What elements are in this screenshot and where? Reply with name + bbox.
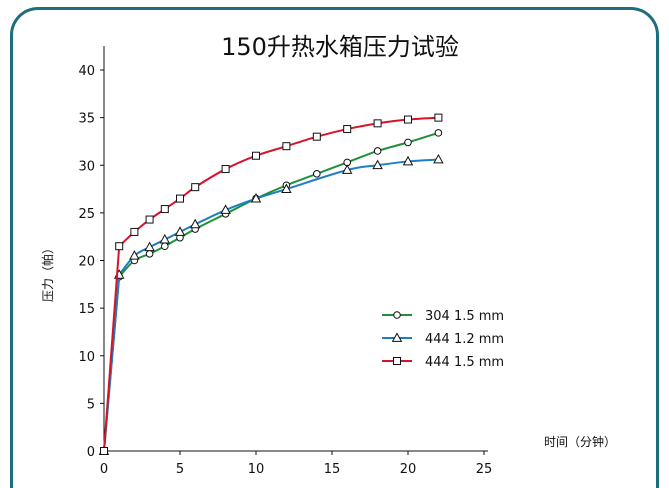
legend-label: 444 1.2 mm [425, 332, 504, 347]
legend-marker [393, 357, 401, 365]
data-point [433, 153, 444, 164]
data-point [160, 205, 169, 214]
x-tick-label: 20 [400, 462, 417, 477]
data-point [189, 218, 201, 229]
data-point [250, 192, 262, 203]
data-point [282, 142, 291, 151]
x-tick-label: 15 [324, 462, 341, 477]
series-line [103, 131, 439, 452]
y-tick-label: 0 [87, 445, 95, 460]
data-point [176, 194, 184, 203]
data-point [313, 170, 321, 178]
series-2 [98, 153, 444, 455]
x-tick-label: 25 [476, 462, 493, 477]
data-point [281, 183, 292, 193]
legend: 304 1.5 mm 444 1.2 mm 444 1.5 mm [382, 309, 504, 370]
data-point [100, 447, 108, 455]
series-line [103, 116, 439, 452]
x-tick-label: 0 [100, 462, 108, 477]
data-point [404, 115, 412, 124]
data-point [312, 132, 321, 141]
x-tick-label: 10 [248, 462, 265, 477]
y-tick-label: 10 [78, 350, 95, 365]
series-layer [98, 113, 444, 455]
chart-title: 150升热水箱压力试验 [221, 33, 459, 61]
data-point [115, 242, 124, 251]
y-tick-label: 5 [87, 397, 95, 412]
legend-item: 304 1.5 mm [382, 309, 504, 324]
legend-label: 304 1.5 mm [425, 309, 504, 324]
data-point [402, 155, 414, 166]
y-tick-label: 30 [78, 159, 95, 174]
y-tick-label: 40 [78, 64, 95, 79]
data-point [341, 164, 353, 174]
data-point [252, 151, 260, 160]
legend-label: 444 1.5 mm [425, 355, 504, 370]
data-point [129, 250, 140, 260]
data-point [144, 241, 155, 252]
y-tick-label: 20 [78, 255, 95, 270]
series-line [103, 158, 439, 452]
data-point [191, 183, 200, 192]
data-point [145, 250, 154, 258]
y-tick-label: 15 [78, 302, 95, 317]
data-point [343, 125, 352, 134]
legend-item: 444 1.2 mm [382, 332, 504, 347]
legend-item: 444 1.5 mm [382, 355, 504, 370]
data-point [130, 227, 139, 236]
x-axis-label: 时间（分钟） [544, 434, 616, 449]
data-point [145, 215, 154, 224]
data-point [161, 242, 169, 251]
data-point [372, 159, 383, 170]
data-point [220, 204, 231, 214]
x-tick-label: 5 [176, 462, 184, 477]
data-point [221, 165, 230, 174]
y-tick-label: 35 [78, 112, 95, 127]
series-3 [100, 113, 443, 455]
chart-frame [10, 7, 659, 488]
y-tick-label: 25 [78, 207, 95, 222]
data-point [434, 113, 443, 122]
data-point [174, 226, 186, 236]
data-point [404, 138, 412, 147]
data-point [159, 233, 171, 244]
data-point [434, 129, 443, 137]
data-point [373, 119, 382, 128]
series-1 [100, 129, 443, 455]
legend-marker [393, 311, 401, 319]
y-axis-label: 压力（帕） [40, 242, 55, 302]
data-point [373, 147, 382, 155]
axes: 0 5 10 15 20 25 30 35 40 0 5 10 15 20 25 [78, 46, 492, 477]
legend-marker [391, 332, 403, 342]
